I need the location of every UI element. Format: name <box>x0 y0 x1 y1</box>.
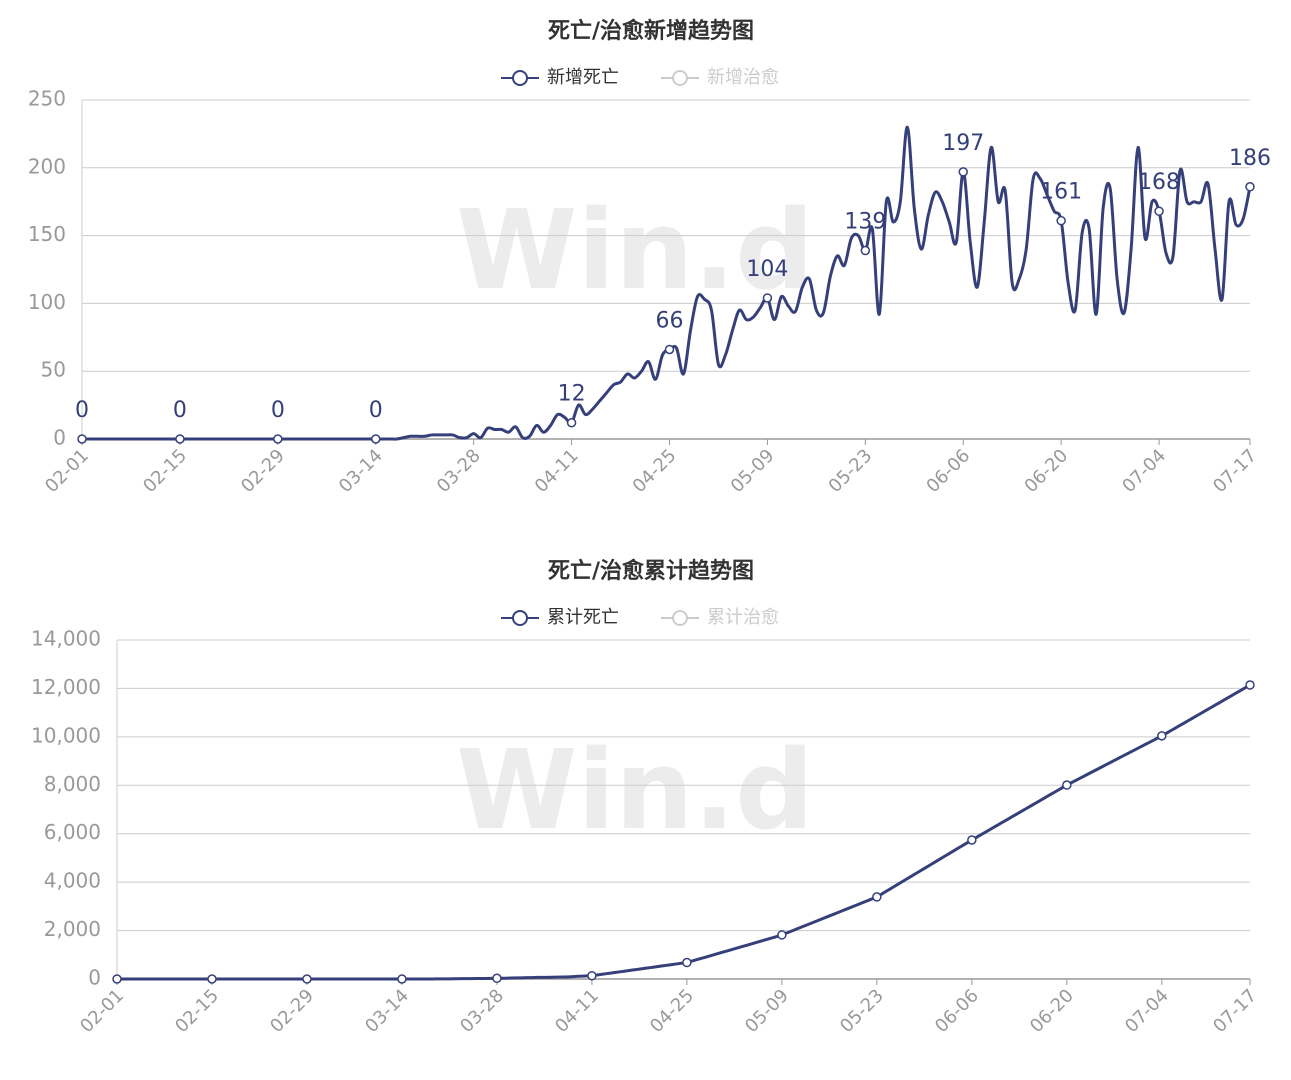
x-tick-label: 05-09 <box>741 985 793 1037</box>
data-point <box>1056 215 1066 226</box>
x-tick-label: 04-11 <box>531 445 583 497</box>
legend-label: 新增死亡 <box>547 67 619 88</box>
y-tick-label: 4,000 <box>44 869 101 893</box>
y-tick-label: 14,000 <box>31 627 101 651</box>
x-tick-label: 06-20 <box>1020 445 1072 497</box>
legend-item[interactable]: 累计死亡 <box>501 607 619 628</box>
data-label: 168 <box>1138 170 1180 195</box>
data-point <box>762 293 773 303</box>
legend-symbol <box>672 70 688 86</box>
x-tick-label: 06-20 <box>1026 985 1078 1037</box>
y-tick-label: 8,000 <box>44 772 101 796</box>
x-tick-label: 02-29 <box>237 445 289 497</box>
data-point <box>1245 680 1255 690</box>
x-tick-label: 02-01 <box>41 445 93 497</box>
data-label: 0 <box>75 398 89 423</box>
data-point <box>397 974 407 984</box>
legend-label: 累计治愈 <box>707 607 779 628</box>
data-label: 104 <box>746 257 788 282</box>
data-point <box>492 973 502 984</box>
x-tick-label: 04-25 <box>629 445 681 497</box>
y-tick-label: 100 <box>28 290 66 314</box>
x-tick-label: 04-25 <box>646 985 698 1037</box>
legend-symbol <box>512 610 528 626</box>
data-label: 0 <box>369 398 383 423</box>
data-point <box>860 245 871 256</box>
data-point <box>777 930 787 940</box>
x-tick-label: 02-15 <box>139 445 191 497</box>
data-point <box>77 434 87 444</box>
data-point <box>112 974 122 984</box>
data-point <box>1062 780 1072 790</box>
x-tick-label: 05-23 <box>836 985 888 1037</box>
x-tick-label: 03-14 <box>361 985 413 1037</box>
y-tick-label: 200 <box>28 154 66 178</box>
y-tick-label: 250 <box>28 87 66 111</box>
x-tick-label: 06-06 <box>931 985 983 1037</box>
x-tick-label: 07-17 <box>1209 985 1261 1037</box>
data-point <box>566 417 577 428</box>
legend-label: 累计死亡 <box>547 607 619 628</box>
data-point <box>175 434 185 444</box>
data-label: 139 <box>844 210 886 235</box>
chart: 死亡/治愈累计趋势图 Win.d 累计死亡 累计治愈 0 2,000 4,000 6,000 8… <box>31 558 1261 1037</box>
data-point <box>207 974 217 984</box>
x-tick-label: 02-15 <box>171 985 223 1037</box>
data-point <box>967 835 977 845</box>
x-tick-label: 05-23 <box>825 445 877 497</box>
x-tick-label: 03-14 <box>335 445 387 497</box>
legend-item[interactable]: 新增死亡 <box>501 67 619 88</box>
x-tick-label: 05-09 <box>727 445 779 497</box>
data-point <box>302 974 312 984</box>
data-point <box>587 970 597 981</box>
x-tick-label: 07-04 <box>1118 445 1170 497</box>
data-label: 197 <box>942 131 984 156</box>
data-label: 186 <box>1229 146 1271 171</box>
chart-title: 死亡/治愈新增趋势图 <box>548 18 754 44</box>
data-label: 0 <box>173 398 187 423</box>
data-point <box>958 167 968 177</box>
x-tick-label: 04-11 <box>551 985 603 1037</box>
data-point <box>1154 206 1164 216</box>
data-point <box>1157 731 1167 741</box>
data-point <box>1245 182 1255 192</box>
y-tick-label: 50 <box>41 358 66 382</box>
y-tick-label: 12,000 <box>31 675 101 699</box>
y-tick-label: 0 <box>53 426 66 450</box>
chart: 死亡/治愈新增趋势图 Win.d 新增死亡 新增治愈 0 50 100 150 200 250 02… <box>28 18 1271 497</box>
x-tick-label: 02-29 <box>266 985 318 1037</box>
watermark: Win.d <box>456 186 814 314</box>
y-tick-label: 10,000 <box>31 723 101 747</box>
data-label: 161 <box>1040 180 1082 205</box>
data-point <box>370 434 381 444</box>
x-tick-label: 07-17 <box>1209 445 1261 497</box>
legend-item[interactable]: 累计治愈 <box>661 607 779 628</box>
data-label: 66 <box>655 309 683 334</box>
legend-item[interactable]: 新增治愈 <box>661 67 779 88</box>
x-tick-label: 06-06 <box>922 445 974 497</box>
data-point <box>664 344 675 355</box>
data-point <box>872 892 882 902</box>
x-tick-label: 03-28 <box>456 985 508 1037</box>
y-tick-label: 6,000 <box>44 820 101 844</box>
x-tick-label: 02-01 <box>76 985 128 1037</box>
y-tick-label: 2,000 <box>44 917 101 941</box>
x-tick-label: 03-28 <box>433 445 485 497</box>
watermark: Win.d <box>456 726 814 854</box>
data-point <box>682 957 692 968</box>
x-tick-label: 07-04 <box>1121 985 1173 1037</box>
data-label: 12 <box>558 382 586 407</box>
legend-symbol <box>512 70 528 86</box>
data-label: 0 <box>271 398 285 423</box>
data-point <box>273 434 283 444</box>
chart-title: 死亡/治愈累计趋势图 <box>548 558 754 584</box>
legend-label: 新增治愈 <box>707 67 779 88</box>
legend-symbol <box>672 610 688 626</box>
y-tick-label: 0 <box>88 966 101 990</box>
y-tick-label: 150 <box>28 222 66 246</box>
